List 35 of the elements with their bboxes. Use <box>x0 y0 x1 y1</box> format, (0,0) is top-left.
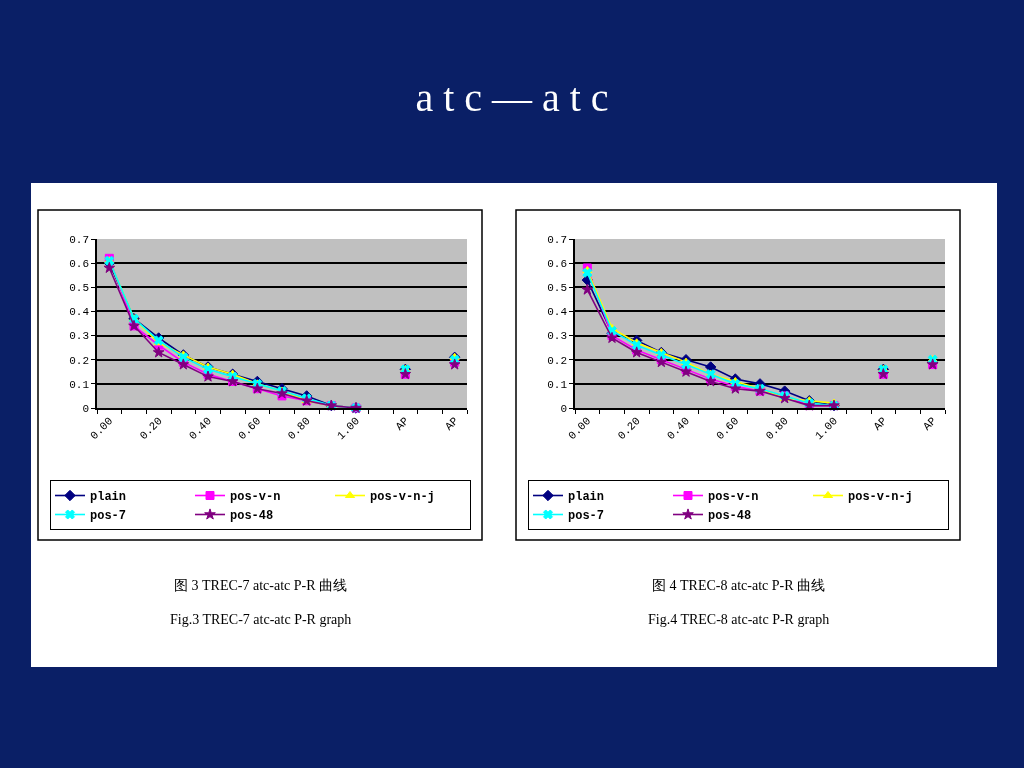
x-tick-label: AP <box>442 414 461 433</box>
legend-label: pos-v-n <box>708 490 759 505</box>
y-tick-label: 0.6 <box>69 257 90 270</box>
legend-label: pos-48 <box>230 509 274 524</box>
legend-label: pos-v-n <box>230 490 281 505</box>
legend-label: pos-7 <box>568 509 605 524</box>
caption: Fig.3 TREC-7 atc-atc P-R graph <box>170 612 352 627</box>
legend-label: pos-v-n-j <box>370 490 435 505</box>
y-tick-label: 0.2 <box>69 354 90 367</box>
y-tick-label: 0.3 <box>547 330 568 343</box>
y-tick-label: 0.1 <box>547 378 568 391</box>
x-tick-label: AP <box>393 414 412 433</box>
y-tick-label: 0.7 <box>69 233 90 246</box>
y-tick-label: 0.7 <box>547 233 568 246</box>
y-tick-label: 0.6 <box>547 257 568 270</box>
y-tick-label: 0.5 <box>69 282 90 295</box>
legend-label: pos-48 <box>708 509 752 524</box>
y-tick-label: 0 <box>82 402 90 415</box>
y-tick-label: 0.4 <box>547 306 568 319</box>
legend-label: plain <box>568 490 605 505</box>
x-tick-label: AP <box>871 414 890 433</box>
legend-label: pos-7 <box>90 509 127 524</box>
x-tick-label: AP <box>920 414 939 433</box>
legend-label: pos-v-n-j <box>848 490 913 505</box>
legend-label: plain <box>90 490 127 505</box>
y-tick-label: 0.3 <box>69 330 90 343</box>
caption: Fig.4 TREC-8 atc-atc P-R graph <box>648 612 830 627</box>
y-tick-label: 0.1 <box>69 378 90 391</box>
y-tick-label: 0.5 <box>547 282 568 295</box>
caption: 图 3 TREC-7 atc-atc P-R 曲线 <box>174 578 348 593</box>
caption: 图 4 TREC-8 atc-atc P-R 曲线 <box>652 578 826 593</box>
y-tick-label: 0.4 <box>69 306 90 319</box>
y-tick-label: 0 <box>560 402 568 415</box>
text: a t c — a t c <box>415 75 609 120</box>
y-tick-label: 0.2 <box>547 354 568 367</box>
